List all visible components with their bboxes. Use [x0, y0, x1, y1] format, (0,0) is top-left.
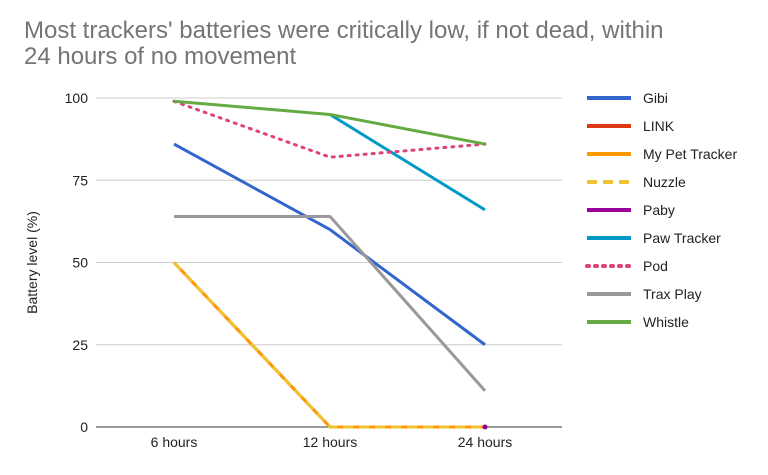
legend-label: Nuzzle: [643, 174, 686, 190]
x-tick-label: 24 hours: [458, 434, 512, 450]
x-axis-ticks: 6 hours 12 hours 24 hours: [151, 434, 513, 450]
legend-item-pod: Pod: [585, 258, 668, 274]
gridlines: [96, 97, 562, 428]
legend-item-gibi: Gibi: [587, 90, 668, 106]
legend-item-nuzzle: Nuzzle: [587, 174, 686, 190]
x-tick-label: 6 hours: [151, 434, 198, 450]
legend-item-link: LINK: [587, 118, 675, 134]
series-line-trax-play: [174, 214, 487, 392]
legend-label: Pod: [643, 258, 668, 274]
legend-item-my-pet-tracker: My Pet Tracker: [587, 146, 737, 162]
y-axis-ticks: 0 25 50 75 100: [65, 90, 89, 435]
legend-label: My Pet Tracker: [643, 146, 737, 162]
legend-label: LINK: [643, 118, 675, 134]
series-lines: [172, 99, 488, 430]
y-tick-label: 75: [72, 172, 88, 188]
y-tick-label: 100: [65, 90, 89, 106]
y-axis-label: Battery level (%): [24, 211, 40, 314]
y-tick-label: 0: [80, 419, 88, 435]
legend-label: Trax Play: [643, 286, 702, 302]
series-line-whistle: [173, 99, 486, 146]
series-point-paby: [482, 424, 488, 430]
legend-item-paw-tracker: Paw Tracker: [587, 230, 721, 246]
legend-item-whistle: Whistle: [587, 314, 689, 330]
legend-label: Whistle: [643, 314, 689, 330]
series-line-pod: [172, 99, 487, 159]
chart-title-line-1: Most trackers' batteries were critically…: [24, 17, 664, 44]
chart-title: Most trackers' batteries were critically…: [24, 18, 744, 70]
series-line-nuzzle: [172, 261, 485, 429]
chart-title-line-2: 24 hours of no movement: [24, 43, 297, 70]
legend-label: Paby: [643, 202, 675, 218]
series-line-gibi: [173, 142, 486, 346]
y-tick-label: 25: [72, 337, 88, 353]
legend: Gibi LINK My Pet Tracker Nuzzle Paby Paw Trac…: [585, 90, 737, 330]
legend-label: Paw Tracker: [643, 230, 721, 246]
x-tick-label: 12 hours: [303, 434, 357, 450]
series-line-paw-tracker: [329, 113, 486, 212]
legend-label: Gibi: [643, 90, 668, 106]
y-tick-label: 50: [72, 255, 88, 271]
legend-item-paby: Paby: [587, 202, 675, 218]
legend-item-trax-play: Trax Play: [587, 286, 702, 302]
